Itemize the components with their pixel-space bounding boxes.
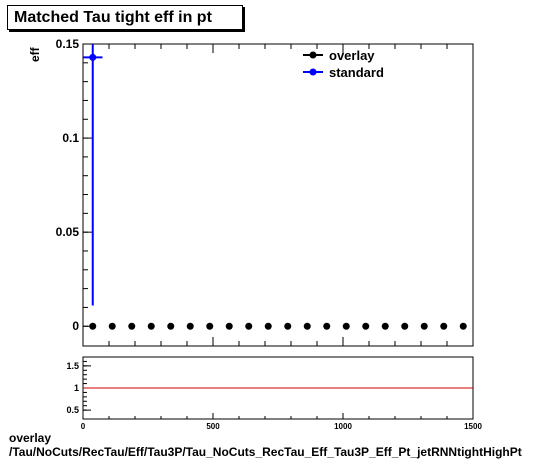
overlay-point (108, 322, 116, 330)
overlay-point (323, 322, 331, 330)
overlay-point (245, 322, 253, 330)
legend-marker-overlay (309, 51, 317, 59)
main-y-tick-label: 0 (72, 319, 79, 333)
ratio-y-tick-label: 1.5 (66, 361, 79, 371)
standard-point (89, 53, 97, 61)
overlay-point (284, 322, 292, 330)
overlay-point (147, 322, 155, 330)
ratio-y-tick-label: 0.5 (66, 405, 79, 415)
legend-marker-standard (309, 68, 317, 76)
ratio-y-tick-label: 1 (74, 383, 79, 393)
main-y-tick-label: 0.05 (56, 225, 80, 239)
overlay-point (128, 322, 136, 330)
footer-line-2: /Tau/NoCuts/RecTau/Eff/Tau3P/Tau_NoCuts_… (9, 445, 522, 459)
ratio-x-tick-label: 1000 (334, 422, 352, 431)
overlay-point (167, 322, 175, 330)
overlay-point (303, 322, 311, 330)
main-y-tick-label: 0.15 (56, 37, 80, 51)
legend-label-overlay: overlay (329, 48, 375, 63)
overlay-point (264, 322, 272, 330)
overlay-point (420, 322, 428, 330)
overlay-point (186, 322, 194, 330)
overlay-point (362, 322, 370, 330)
overlay-point (381, 322, 389, 330)
overlay-point (206, 322, 214, 330)
ratio-x-tick-label: 0 (81, 422, 86, 431)
title-box: Matched Tau tight eff in pt (7, 5, 243, 30)
overlay-point (89, 322, 97, 330)
overlay-point (459, 322, 467, 330)
overlay-point (401, 322, 409, 330)
main-plot-frame (82, 43, 474, 347)
overlay-point (440, 322, 448, 330)
legend-label-standard: standard (329, 65, 384, 80)
overlay-point (225, 322, 233, 330)
ratio-x-tick-label: 500 (206, 422, 220, 431)
main-y-tick-label: 0.1 (62, 131, 79, 145)
ratio-x-tick-label: 1500 (464, 422, 482, 431)
overlay-point (342, 322, 350, 330)
footer-line-1: overlay (9, 431, 52, 445)
chart-title: Matched Tau tight eff in pt (14, 9, 212, 26)
